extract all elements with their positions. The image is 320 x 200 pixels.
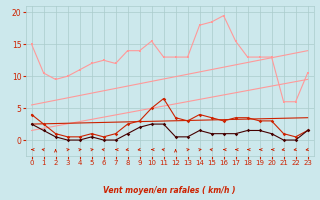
Text: Vent moyen/en rafales ( km/h ): Vent moyen/en rafales ( km/h ) bbox=[103, 186, 236, 195]
